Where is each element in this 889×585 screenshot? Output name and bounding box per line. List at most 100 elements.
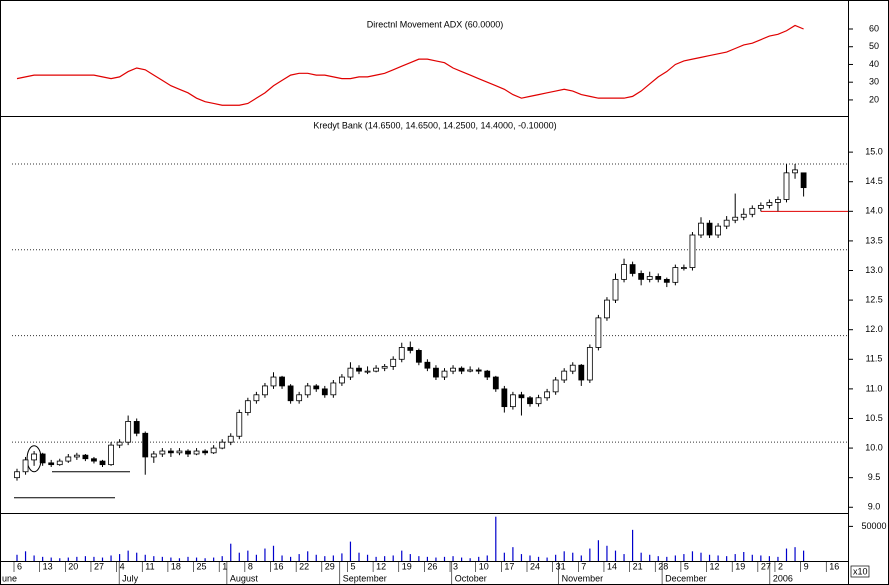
candle-body [484, 370, 491, 378]
candle-body [227, 435, 234, 443]
candle-body [356, 367, 362, 372]
candle-body [125, 421, 132, 443]
candle-body [48, 462, 55, 466]
x-tick-label: 14 [607, 561, 617, 571]
x-tick-label: 31 [556, 561, 566, 571]
x-tick-label: 25 [197, 561, 207, 571]
candle-body [663, 278, 670, 283]
candle-body [766, 202, 773, 206]
candle-body [159, 450, 166, 455]
candle-body [415, 350, 422, 363]
y-tick-label: 9.5 [868, 472, 881, 482]
candle-body [347, 367, 354, 378]
x-tick-label: 27 [94, 561, 104, 571]
y-tick-label: 60 [869, 23, 879, 33]
candle-body [176, 450, 183, 454]
x-tick-label: 20 [68, 561, 78, 571]
candle-body [202, 450, 209, 454]
x-tick-label: 28 [658, 561, 668, 571]
candle-body [792, 169, 798, 174]
x-tick-label: 16 [829, 561, 839, 571]
candle-body [433, 367, 439, 378]
candle-body [381, 365, 388, 369]
x-tick-label: 19 [402, 561, 412, 571]
x-tick-label: 16 [274, 561, 284, 571]
candle-body [236, 412, 243, 437]
candle-body [775, 199, 781, 203]
x-tick-label: 5 [350, 561, 355, 571]
candle-body [552, 379, 559, 393]
candle-body [407, 347, 414, 351]
y-tick-label: 10.5 [865, 413, 883, 423]
candle-body [398, 347, 405, 360]
candle-body [56, 460, 63, 466]
y-tick-label: 50000 [861, 521, 886, 531]
y-tick-label: 50 [869, 41, 879, 51]
candle-body [167, 450, 174, 454]
candle-body [287, 385, 294, 402]
x-tick-label: 5 [684, 561, 689, 571]
candle-body [219, 441, 226, 449]
y-tick-label: 11.0 [866, 383, 883, 393]
x-tick-label: 9 [804, 561, 809, 571]
candle-body [561, 370, 568, 381]
candle-body [535, 397, 542, 405]
candle-body [253, 394, 260, 402]
x-tick-label: 22 [299, 561, 309, 571]
x-tick-label: 3 [453, 561, 458, 571]
y-tick-label: 11.5 [866, 354, 883, 364]
x-tick-label: 29 [325, 561, 335, 571]
adx-line [16, 24, 804, 106]
x-tick-label: 26 [427, 561, 437, 571]
y-tick-label: 9.0 [868, 502, 881, 512]
x-tick-label: 12 [376, 561, 386, 571]
candle-body [338, 376, 345, 384]
candle-body [492, 376, 499, 390]
candle-body [185, 450, 191, 455]
x-tick-label: 6 [17, 561, 22, 571]
y-tick-label: 30 [869, 77, 879, 87]
candle-body [210, 447, 217, 454]
candle-body [629, 264, 636, 274]
candle-body [424, 361, 431, 369]
month-label: une [2, 573, 17, 583]
candle-body [193, 450, 200, 455]
candle-body [441, 370, 448, 378]
candle-body [450, 367, 456, 372]
candle-body [578, 364, 585, 381]
x-tick-label: 19 [735, 561, 745, 571]
x-tick-label: 13 [43, 561, 53, 571]
x-tick-label: 21 [633, 561, 643, 571]
candle-body [22, 459, 29, 473]
candle-body [133, 421, 140, 434]
x-tick-label: 10 [479, 561, 489, 571]
candle-body [244, 400, 251, 413]
candle-body [458, 367, 465, 372]
x-tick-label: 18 [171, 561, 181, 571]
candle-body [304, 385, 311, 396]
x-tick-label: 1 [222, 561, 227, 571]
candle-body [689, 234, 696, 268]
month-label: 2006 [773, 573, 793, 583]
candle-body [373, 367, 380, 372]
candle-body [646, 276, 653, 280]
month-label: July [122, 573, 139, 583]
y-tick-label: 14.0 [865, 206, 883, 216]
candle-body [527, 397, 533, 405]
y-tick-label: 12.0 [865, 324, 883, 334]
candle-body [39, 453, 46, 464]
candle-body [390, 358, 397, 367]
candle-body [783, 172, 790, 200]
x-tick-label: 4 [120, 561, 125, 571]
candle-body [108, 444, 114, 466]
x-tick-label: 7 [581, 561, 586, 571]
y-tick-label: 15.0 [865, 146, 883, 156]
month-label: November [562, 573, 604, 583]
month-label: September [343, 573, 387, 583]
month-label: December [665, 573, 707, 583]
candle-body [270, 376, 277, 387]
y-tick-label: 13.0 [865, 265, 883, 275]
month-label: October [455, 573, 487, 583]
candle-body [569, 364, 576, 372]
y-tick-label: 13.5 [865, 235, 883, 245]
